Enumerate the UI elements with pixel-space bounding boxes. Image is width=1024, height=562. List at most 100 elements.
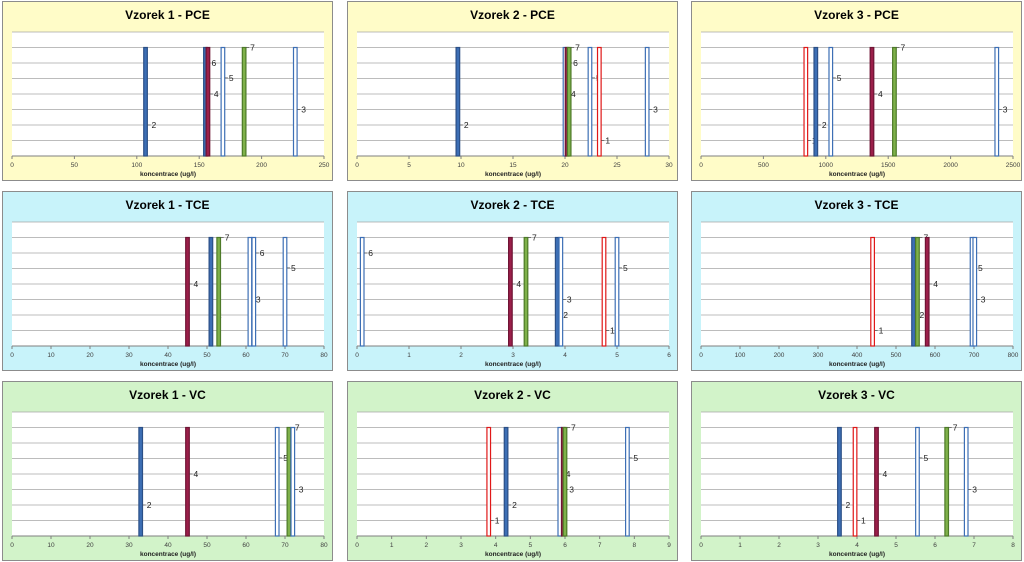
x-tick-label: 20 <box>86 542 94 549</box>
bar <box>963 426 969 537</box>
data-label: 3 <box>653 105 658 115</box>
x-axis-label: koncentrace (ug/l) <box>140 361 196 368</box>
data-label: 7 <box>250 43 255 53</box>
chart-svg: 0 1 2 3 4 5 6 7 8 9 koncentrace (ug/l) 1 2 4 3 7 5 <box>355 411 671 558</box>
x-tick-label: 400 <box>852 352 863 359</box>
x-axis-label: koncentrace (ug/l) <box>485 361 541 368</box>
data-label: 2 <box>563 310 568 320</box>
data-label: 7 <box>225 233 230 243</box>
bar <box>869 46 875 157</box>
x-tick-label: 2500 <box>1006 162 1021 169</box>
x-tick-label: 20 <box>561 162 569 169</box>
bar <box>625 426 630 537</box>
x-tick-label: 0 <box>10 352 14 359</box>
x-tick-label: 8 <box>633 542 637 549</box>
bar <box>286 426 292 537</box>
data-label: 5 <box>623 263 628 273</box>
chart-title: Vzorek 3 - VC <box>818 388 895 402</box>
data-label: 3 <box>256 295 261 305</box>
x-tick-label: 0 <box>355 162 359 169</box>
x-tick-label: 0 <box>355 542 359 549</box>
chart-title: Vzorek 3 - TCE <box>814 198 899 212</box>
x-tick-label: 10 <box>47 352 55 359</box>
data-label: 1 <box>495 516 500 526</box>
bar <box>185 236 190 347</box>
data-label: 3 <box>301 105 306 115</box>
data-label: 2 <box>152 120 157 130</box>
data-label: 2 <box>147 500 152 510</box>
x-tick-label: 0 <box>10 162 14 169</box>
data-label: 1 <box>610 326 615 336</box>
x-tick-label: 10 <box>457 162 465 169</box>
x-tick-label: 1 <box>738 542 742 549</box>
data-label: 5 <box>283 453 288 463</box>
chart-title: Vzorek 1 - VC <box>129 388 206 402</box>
data-label: 5 <box>923 453 928 463</box>
bar <box>614 236 620 347</box>
x-axis-label: koncentrace (ug/l) <box>140 551 196 558</box>
chart-panel: 0 1 2 3 4 5 6 koncentrace (ug/l) 6 4 7 2 3 1 5 Vzorek 2… <box>347 191 678 371</box>
data-label: 3 <box>299 485 304 495</box>
data-label: 2 <box>845 500 850 510</box>
bar <box>601 236 607 347</box>
bar <box>644 46 650 157</box>
data-label: 3 <box>567 295 572 305</box>
x-tick-label: 2 <box>459 352 463 359</box>
chart-panel: 0 10 20 30 40 50 60 70 80 koncentrace (ug/l) 2 4 5 7 3… <box>2 381 333 561</box>
bar <box>508 236 513 347</box>
chart-title: Vzorek 1 - PCE <box>125 8 210 22</box>
data-label: 4 <box>214 89 219 99</box>
bar <box>359 236 365 347</box>
x-axis-label: koncentrace (ug/l) <box>829 171 885 178</box>
data-label: 4 <box>516 279 521 289</box>
bar <box>596 46 602 157</box>
x-tick-label: 0 <box>10 542 14 549</box>
x-tick-label: 2000 <box>943 162 958 169</box>
x-tick-label: 2 <box>425 542 429 549</box>
data-label: 3 <box>981 295 986 305</box>
chart-title: Vzorek 2 - TCE <box>470 198 555 212</box>
data-label: 3 <box>1003 105 1008 115</box>
data-label: 7 <box>532 233 537 243</box>
x-tick-label: 40 <box>164 542 172 549</box>
bar <box>523 236 529 347</box>
x-tick-label: 8 <box>1011 542 1015 549</box>
x-axis-label: koncentrace (ug/l) <box>140 171 196 178</box>
chart-svg: 0 100 200 300 400 500 600 700 800 koncentrace (ug… <box>699 221 1019 368</box>
data-label: 6 <box>573 58 578 68</box>
x-tick-label: 6 <box>563 542 567 549</box>
data-label: 6 <box>211 58 216 68</box>
bar <box>558 236 564 347</box>
x-tick-label: 0 <box>699 542 703 549</box>
chart-svg: 0 1 2 3 4 5 6 koncentrace (ug/l) 6 4 7 2 3 1 5 <box>355 221 671 368</box>
data-label: 4 <box>571 89 576 99</box>
bar <box>290 426 296 537</box>
chart-panel: 0 1 2 3 4 5 6 7 8 9 koncentrace (ug/l) 1 2 4 3 7 5 Vzorek… <box>347 381 678 561</box>
x-axis-label: koncentrace (ug/l) <box>485 551 541 558</box>
x-tick-label: 50 <box>71 162 79 169</box>
data-label: 6 <box>260 248 265 258</box>
x-tick-label: 1 <box>407 352 411 359</box>
chart-panel: 0 1 2 3 4 5 6 7 8 koncentrace (ug/l) 2 1 4 5 7 3 Vzorek … <box>691 381 1022 561</box>
data-label: 7 <box>900 43 905 53</box>
bar <box>251 236 257 347</box>
chart-svg: 0 1 2 3 4 5 6 7 8 koncentrace (ug/l) 2 1 4 5 7 3 <box>699 411 1015 558</box>
data-label: 1 <box>861 516 866 526</box>
x-tick-label: 3 <box>459 542 463 549</box>
data-label: 1 <box>605 136 610 146</box>
x-tick-label: 50 <box>203 542 211 549</box>
data-label: 2 <box>822 120 827 130</box>
data-label: 5 <box>633 453 638 463</box>
x-tick-label: 70 <box>281 542 289 549</box>
x-tick-label: 6 <box>933 542 937 549</box>
bar <box>292 46 298 157</box>
x-tick-label: 80 <box>320 542 328 549</box>
data-label: 3 <box>972 485 977 495</box>
x-tick-label: 50 <box>203 352 211 359</box>
bar <box>185 426 190 537</box>
bar <box>216 236 222 347</box>
bar <box>208 236 214 347</box>
